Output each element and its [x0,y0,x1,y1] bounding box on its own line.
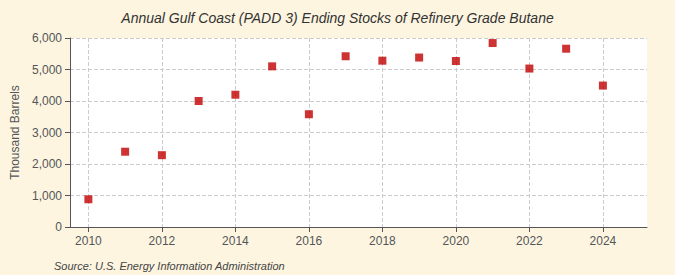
svg-text:2024: 2024 [590,234,617,248]
svg-text:2012: 2012 [149,234,176,248]
svg-text:Thousand Barrels: Thousand Barrels [8,85,22,180]
svg-text:0: 0 [55,220,62,234]
svg-text:2020: 2020 [443,234,470,248]
svg-text:2022: 2022 [516,234,543,248]
svg-text:Annual Gulf Coast (PADD 3) End: Annual Gulf Coast (PADD 3) Ending Stocks… [120,10,554,26]
svg-text:2010: 2010 [75,234,102,248]
svg-text:Source: U.S. Energy Informatio: Source: U.S. Energy Information Administ… [54,260,285,272]
svg-text:2016: 2016 [296,234,323,248]
svg-text:2,000: 2,000 [32,157,62,171]
svg-text:2018: 2018 [369,234,396,248]
svg-text:5,000: 5,000 [32,63,62,77]
svg-text:2014: 2014 [222,234,249,248]
svg-text:6,000: 6,000 [32,31,62,45]
svg-text:1,000: 1,000 [32,189,62,203]
svg-text:3,000: 3,000 [32,126,62,140]
svg-text:4,000: 4,000 [32,94,62,108]
